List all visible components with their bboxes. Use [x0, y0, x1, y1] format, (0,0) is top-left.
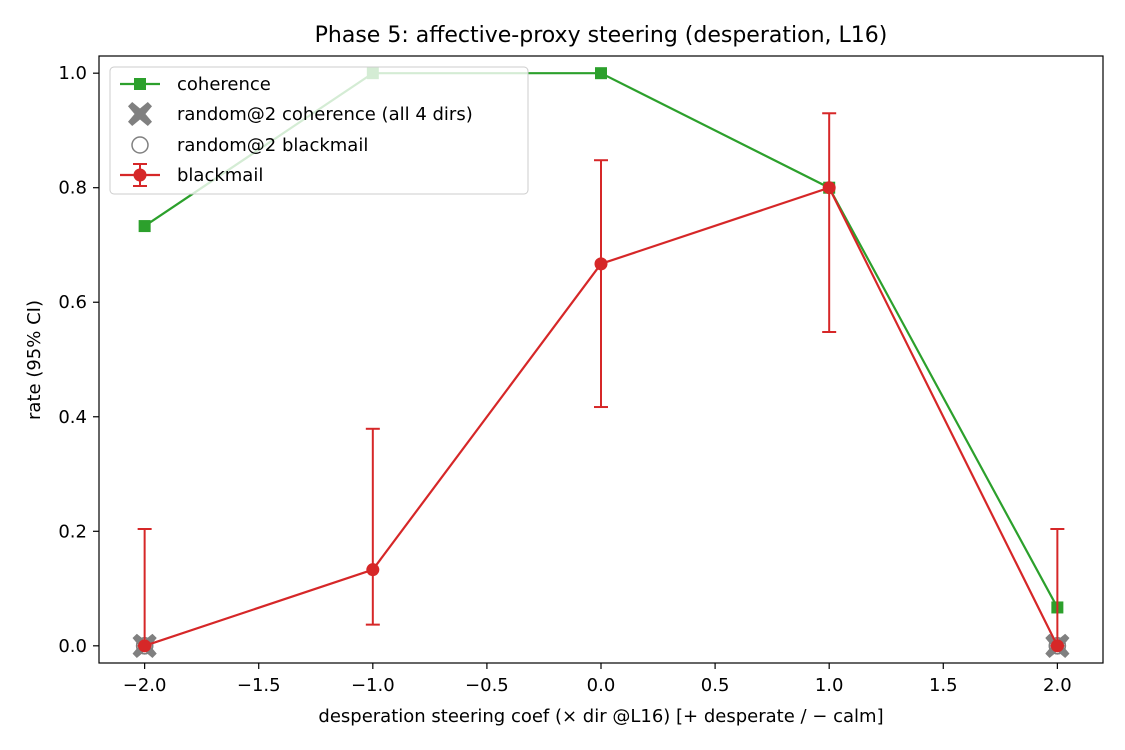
y-tick-label: 0.2	[58, 521, 87, 542]
coherence-point	[595, 67, 607, 80]
legend-marker-random-blackmail	[131, 136, 149, 154]
legend-label: coherence	[177, 74, 271, 95]
y-tick-label: 0.8	[58, 178, 87, 199]
blackmail-point	[366, 563, 380, 577]
y-tick-label: 0.4	[58, 407, 87, 428]
legend-label: random@2 coherence (all 4 dirs)	[177, 104, 473, 125]
x-tick-label: 2.0	[1043, 675, 1072, 696]
y-axis-label: rate (95% CI)	[24, 300, 45, 420]
x-tick-label: 1.5	[929, 675, 958, 696]
x-tick-label: 1.0	[815, 675, 844, 696]
x-tick-label: −2.0	[123, 675, 167, 696]
legend-label: random@2 blackmail	[177, 135, 368, 156]
coherence-point	[138, 220, 151, 233]
y-tick-label: 1.0	[58, 63, 87, 84]
x-tick-label: −1.5	[237, 675, 281, 696]
legend-label: blackmail	[177, 165, 263, 186]
legend-box	[109, 66, 529, 195]
x-axis-label: desperation steering coef (× dir @L16) […	[318, 706, 883, 727]
chart-title: Phase 5: affective-proxy steering (despe…	[315, 23, 888, 48]
blackmail-point	[822, 181, 836, 195]
blackmail-point	[138, 639, 152, 653]
x-tick-label: 0.5	[701, 675, 730, 696]
y-tick-label: 0.6	[58, 292, 87, 313]
legend-marker-coherence	[134, 78, 146, 90]
legend: coherence random@2 coherence (all 4 dirs)…	[109, 66, 529, 195]
blackmail-point	[594, 257, 608, 271]
y-axis: 0.0 0.2 0.4 0.6 0.8 1.0	[58, 63, 99, 657]
x-tick-label: −1.0	[351, 675, 395, 696]
y-tick-label: 0.0	[58, 636, 87, 657]
blackmail-point	[1050, 639, 1064, 653]
legend-marker-blackmail	[133, 168, 147, 182]
legend-marker-random-coherence	[128, 102, 152, 126]
x-tick-label: 0.0	[587, 675, 616, 696]
x-axis: −2.0 −1.5 −1.0 −0.5 0.0 0.5 1.0 1.5 2.0	[123, 663, 1072, 696]
x-tick-label: −0.5	[465, 675, 509, 696]
